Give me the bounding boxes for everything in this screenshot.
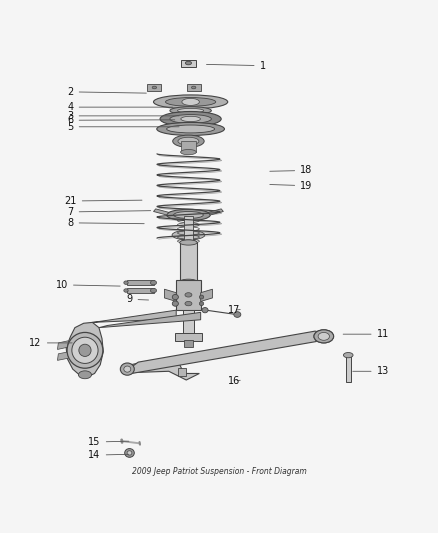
Ellipse shape — [199, 302, 204, 305]
Bar — [176, 280, 201, 310]
Ellipse shape — [185, 293, 192, 297]
Text: 11: 11 — [343, 329, 389, 339]
Ellipse shape — [314, 330, 334, 343]
Ellipse shape — [172, 230, 205, 240]
Bar — [184, 340, 193, 347]
Bar — [175, 333, 201, 341]
Polygon shape — [177, 368, 186, 376]
Text: 9: 9 — [127, 294, 148, 304]
Ellipse shape — [166, 125, 215, 133]
Ellipse shape — [173, 135, 204, 147]
Ellipse shape — [150, 280, 156, 285]
Ellipse shape — [127, 451, 132, 455]
Text: 19: 19 — [270, 181, 312, 191]
Text: 16: 16 — [228, 376, 240, 386]
Ellipse shape — [166, 209, 210, 221]
Ellipse shape — [199, 295, 204, 299]
Ellipse shape — [180, 279, 197, 285]
Polygon shape — [127, 362, 199, 380]
Ellipse shape — [160, 111, 221, 126]
Ellipse shape — [185, 302, 192, 306]
Polygon shape — [99, 312, 201, 328]
Text: 13: 13 — [353, 366, 389, 376]
Ellipse shape — [172, 301, 178, 306]
Bar — [187, 84, 201, 91]
Ellipse shape — [67, 333, 103, 368]
Text: 4: 4 — [67, 102, 173, 112]
Text: 18: 18 — [270, 165, 312, 175]
Ellipse shape — [150, 288, 156, 293]
Bar — [180, 243, 197, 282]
Ellipse shape — [120, 363, 134, 375]
Polygon shape — [92, 310, 176, 322]
Text: 8: 8 — [67, 218, 144, 228]
Ellipse shape — [124, 366, 131, 372]
Ellipse shape — [173, 212, 203, 219]
Polygon shape — [153, 209, 169, 215]
Ellipse shape — [124, 281, 128, 285]
Text: 3: 3 — [67, 111, 179, 121]
Ellipse shape — [79, 344, 91, 357]
Text: 1: 1 — [206, 61, 266, 71]
Polygon shape — [132, 331, 324, 374]
Ellipse shape — [166, 98, 216, 106]
Bar — [180, 60, 196, 67]
Ellipse shape — [78, 371, 92, 379]
Ellipse shape — [153, 95, 228, 109]
Text: 21: 21 — [64, 196, 142, 206]
Ellipse shape — [72, 337, 98, 364]
Ellipse shape — [124, 289, 128, 292]
Ellipse shape — [180, 149, 196, 155]
Ellipse shape — [181, 116, 201, 122]
Text: 6: 6 — [67, 115, 175, 125]
Bar — [184, 216, 193, 243]
Ellipse shape — [178, 138, 199, 145]
Ellipse shape — [172, 294, 178, 300]
Bar — [346, 356, 351, 382]
Ellipse shape — [177, 108, 204, 113]
Text: 12: 12 — [29, 338, 72, 348]
Ellipse shape — [157, 123, 224, 135]
Ellipse shape — [180, 240, 197, 245]
Ellipse shape — [191, 86, 196, 89]
Ellipse shape — [180, 240, 197, 245]
Text: 7: 7 — [67, 207, 151, 217]
Ellipse shape — [314, 330, 334, 343]
Ellipse shape — [318, 333, 329, 340]
Text: 17: 17 — [228, 305, 240, 315]
Text: 15: 15 — [88, 437, 129, 447]
Bar — [127, 280, 153, 285]
Ellipse shape — [125, 449, 134, 457]
Bar — [148, 84, 161, 91]
Text: 10: 10 — [56, 280, 120, 290]
Polygon shape — [66, 322, 103, 376]
Ellipse shape — [170, 115, 212, 123]
Text: 14: 14 — [88, 450, 129, 460]
Polygon shape — [208, 209, 223, 215]
Bar — [183, 310, 194, 334]
Polygon shape — [57, 341, 68, 350]
Text: 2: 2 — [67, 87, 146, 97]
Polygon shape — [164, 289, 176, 302]
Ellipse shape — [170, 107, 212, 115]
Ellipse shape — [182, 99, 199, 106]
Ellipse shape — [185, 61, 191, 65]
Bar — [180, 141, 196, 152]
Ellipse shape — [343, 352, 353, 358]
Ellipse shape — [202, 308, 208, 313]
Text: 2009 Jeep Patriot Suspension - Front Diagram: 2009 Jeep Patriot Suspension - Front Dia… — [132, 467, 306, 476]
Text: 5: 5 — [67, 122, 179, 132]
Ellipse shape — [234, 312, 241, 317]
Bar — [127, 288, 153, 293]
Polygon shape — [57, 352, 69, 360]
Polygon shape — [201, 289, 212, 302]
Ellipse shape — [152, 86, 156, 89]
